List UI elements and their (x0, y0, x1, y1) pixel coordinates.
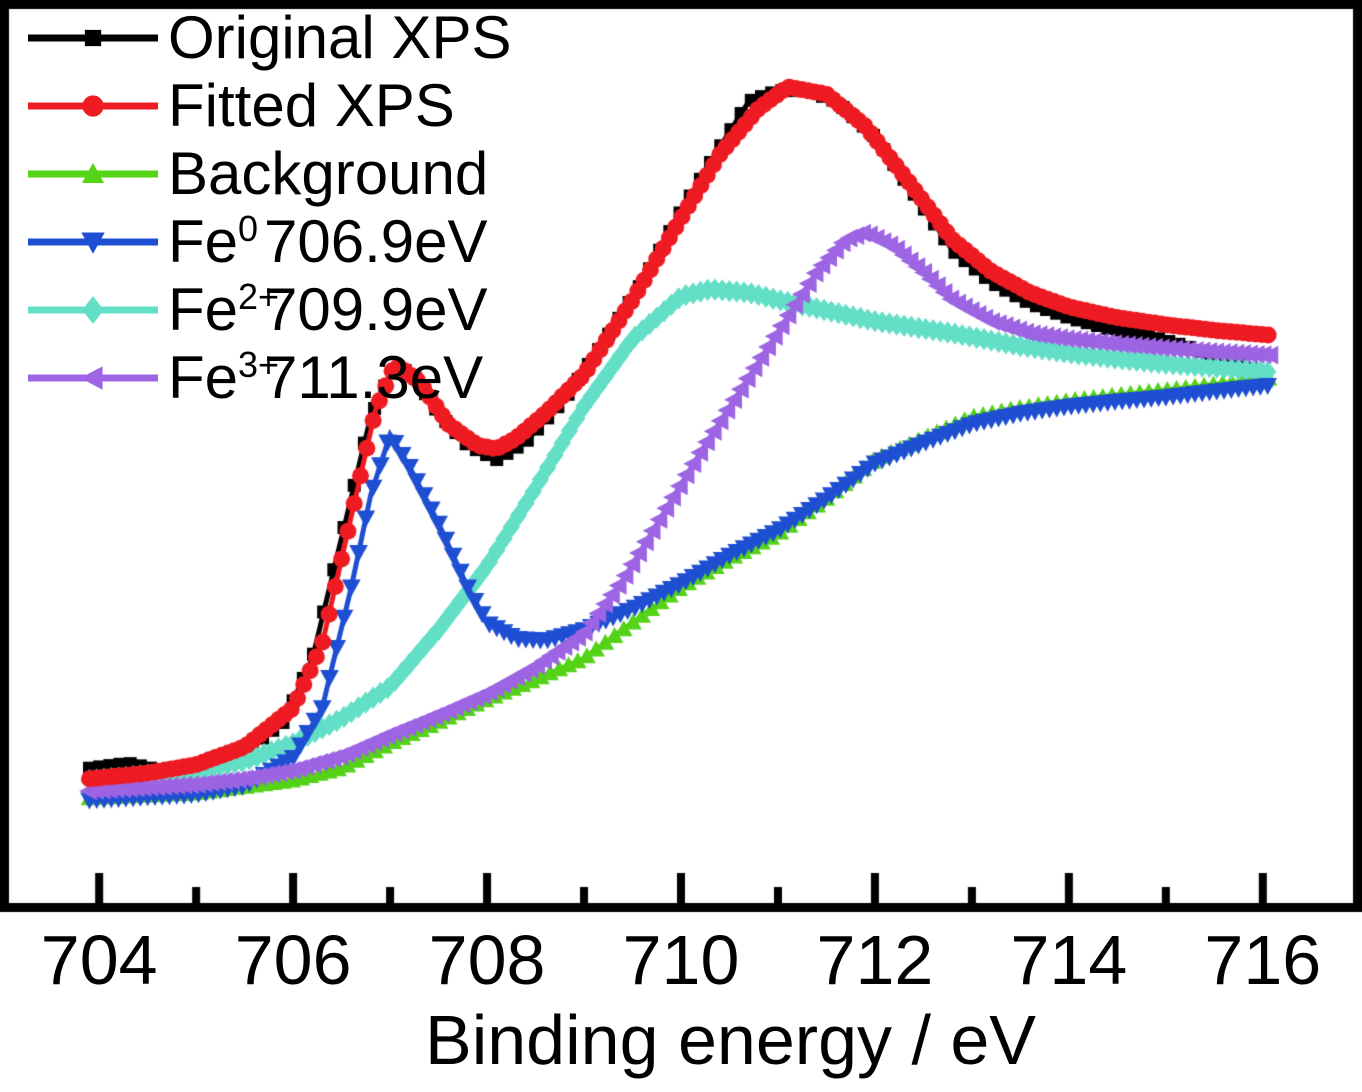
triangle-down-marker-icon (28, 232, 158, 254)
circle-marker-icon (28, 95, 158, 117)
triangle-left-marker-icon (28, 366, 158, 390)
legend-label: Original XPS (168, 4, 512, 71)
legend-label: Fe3+711.3eV (168, 344, 484, 411)
x-tick-label: 704 (40, 921, 158, 999)
legend-label: Fe0706.9eV (168, 208, 488, 275)
x-tick-label: 712 (816, 921, 934, 999)
legend-item-0: Original XPS (18, 4, 511, 72)
legend-item-3: Fe0706.9eV (18, 208, 511, 276)
legend-item-1: Fitted XPS (18, 72, 511, 140)
x-tick-label: 716 (1204, 921, 1322, 999)
legend-label: Background (168, 140, 489, 207)
square-marker-icon (28, 29, 158, 47)
x-tick-label: 708 (428, 921, 546, 999)
x-axis-title: Binding energy / eV (425, 1001, 1036, 1079)
x-tick-label: 714 (1010, 921, 1128, 999)
x-tick-labels: 704 706 708 710 712 714 716 (0, 920, 1362, 999)
diamond-marker-icon (28, 296, 158, 324)
x-tick-label: 706 (234, 921, 352, 999)
legend-label: Fitted XPS (168, 72, 455, 139)
legend-label: Fe2+709.9eV (168, 276, 488, 343)
triangle-up-marker-icon (28, 163, 158, 183)
legend: Original XPS Fitted XPS Background Fe0706.9… (18, 4, 511, 412)
legend-item-2: Background (18, 140, 511, 208)
x-tick-label: 710 (622, 921, 740, 999)
legend-item-5: Fe3+711.3eV (18, 344, 511, 412)
legend-item-4: Fe2+709.9eV (18, 276, 511, 344)
